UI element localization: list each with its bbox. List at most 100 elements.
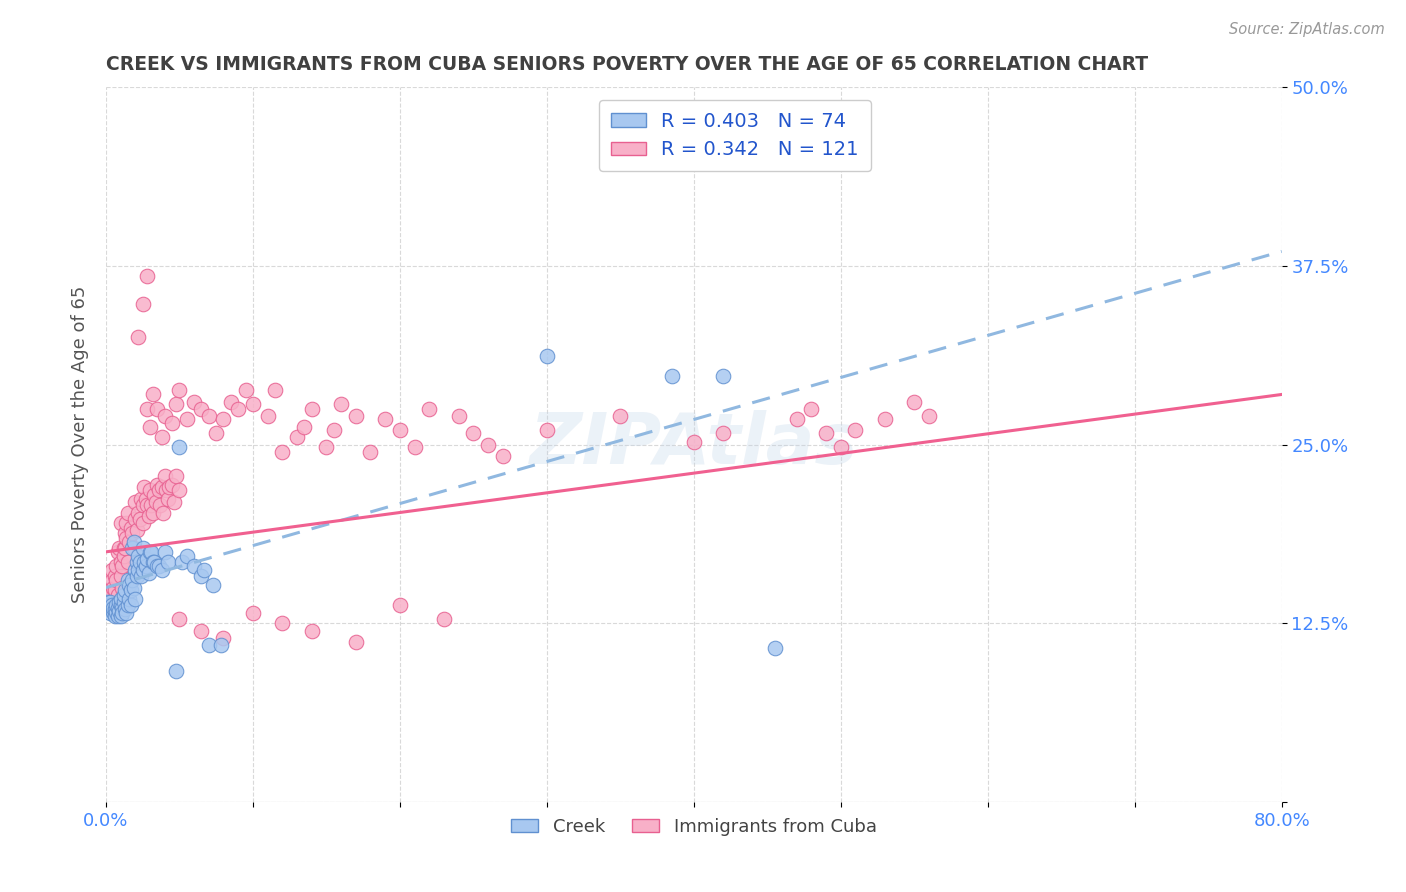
Point	[128, 555, 150, 569]
Point	[918, 409, 941, 423]
Point	[114, 602, 136, 616]
Point	[136, 401, 159, 416]
Point	[301, 624, 323, 638]
Point	[264, 383, 287, 397]
Point	[172, 555, 194, 569]
Point	[136, 498, 159, 512]
Point	[134, 555, 156, 569]
Point	[103, 581, 125, 595]
Point	[292, 420, 315, 434]
Point	[121, 526, 143, 541]
Point	[176, 411, 198, 425]
Point	[111, 607, 134, 621]
Point	[118, 534, 141, 549]
Point	[139, 545, 162, 559]
Point	[169, 441, 191, 455]
Point	[830, 441, 852, 455]
Point	[786, 411, 808, 425]
Point	[235, 383, 257, 397]
Point	[166, 469, 188, 483]
Point	[108, 603, 131, 617]
Point	[157, 480, 180, 494]
Point	[111, 559, 134, 574]
Point	[463, 426, 485, 441]
Point	[110, 609, 132, 624]
Point	[315, 441, 337, 455]
Point	[711, 368, 734, 383]
Point	[166, 664, 188, 678]
Point	[242, 397, 264, 411]
Point	[166, 397, 188, 411]
Point	[135, 491, 157, 506]
Point	[143, 488, 166, 502]
Point	[101, 602, 124, 616]
Point	[107, 600, 129, 615]
Point	[97, 583, 120, 598]
Point	[115, 531, 138, 545]
Point	[193, 564, 215, 578]
Point	[197, 409, 219, 423]
Point	[141, 545, 163, 559]
Point	[129, 491, 152, 506]
Point	[477, 437, 499, 451]
Point	[107, 545, 129, 559]
Point	[115, 516, 138, 531]
Point	[101, 564, 124, 578]
Point	[156, 555, 179, 569]
Point	[153, 469, 176, 483]
Point	[142, 506, 165, 520]
Text: CREEK VS IMMIGRANTS FROM CUBA SENIORS POVERTY OVER THE AGE OF 65 CORRELATION CHA: CREEK VS IMMIGRANTS FROM CUBA SENIORS PO…	[105, 55, 1149, 74]
Point	[104, 583, 127, 598]
Point	[134, 480, 156, 494]
Point	[103, 605, 125, 619]
Point	[129, 569, 152, 583]
Point	[153, 545, 176, 559]
Point	[205, 426, 228, 441]
Point	[112, 588, 135, 602]
Point	[492, 449, 515, 463]
Point	[146, 401, 169, 416]
Point	[148, 483, 170, 498]
Point	[124, 592, 146, 607]
Point	[271, 444, 294, 458]
Point	[105, 598, 128, 612]
Point	[96, 595, 118, 609]
Point	[536, 349, 558, 363]
Point	[139, 483, 162, 498]
Point	[139, 420, 162, 434]
Point	[131, 297, 153, 311]
Point	[105, 574, 128, 588]
Point	[120, 583, 142, 598]
Point	[418, 401, 440, 416]
Point	[120, 598, 142, 612]
Point	[197, 638, 219, 652]
Point	[388, 598, 411, 612]
Point	[609, 409, 631, 423]
Point	[105, 605, 128, 619]
Y-axis label: Seniors Poverty Over the Age of 65: Seniors Poverty Over the Age of 65	[72, 285, 89, 603]
Point	[815, 426, 838, 441]
Point	[271, 616, 294, 631]
Point	[301, 401, 323, 416]
Point	[108, 541, 131, 555]
Point	[121, 574, 143, 588]
Point	[110, 569, 132, 583]
Point	[142, 387, 165, 401]
Point	[114, 583, 136, 598]
Point	[98, 588, 121, 602]
Point	[212, 631, 235, 645]
Point	[190, 569, 212, 583]
Point	[124, 512, 146, 526]
Point	[97, 598, 120, 612]
Point	[150, 564, 173, 578]
Point	[141, 498, 163, 512]
Point	[122, 541, 145, 555]
Text: ZIPAtlas: ZIPAtlas	[530, 410, 858, 479]
Point	[169, 383, 191, 397]
Point	[160, 416, 183, 430]
Point	[374, 411, 396, 425]
Point	[125, 555, 148, 569]
Point	[800, 401, 823, 416]
Point	[125, 524, 148, 538]
Point	[330, 397, 353, 411]
